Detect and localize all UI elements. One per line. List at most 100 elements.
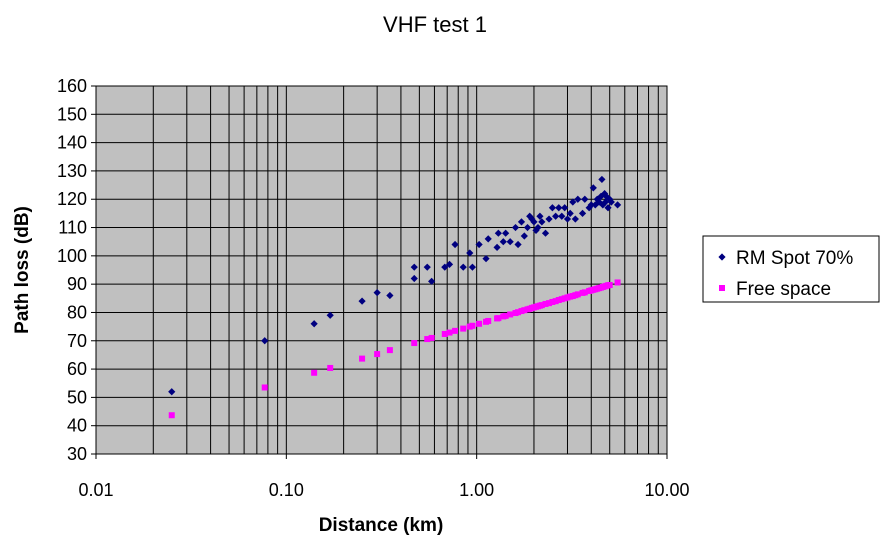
data-point-diamond <box>613 201 622 209</box>
y-tick-label: 50 <box>67 387 87 407</box>
data-point-square <box>574 291 581 298</box>
data-point-diamond <box>168 388 176 396</box>
data-point-diamond <box>494 229 502 237</box>
series-1 <box>168 175 622 396</box>
data-point-diamond <box>541 229 550 237</box>
data-point-diamond <box>520 232 528 240</box>
data-point-diamond <box>358 297 366 305</box>
legend-box <box>702 235 880 303</box>
data-point-diamond <box>595 198 603 206</box>
data-point-diamond <box>534 223 542 232</box>
data-point-diamond <box>561 204 569 212</box>
data-point-diamond <box>566 209 574 217</box>
data-marks <box>168 175 622 419</box>
data-point-diamond <box>545 215 553 223</box>
y-tick-label: 110 <box>58 218 87 238</box>
data-point-square <box>606 282 613 289</box>
data-point-diamond <box>578 209 587 217</box>
x-tick-label: 10.00 <box>644 480 689 500</box>
data-point-square <box>311 369 318 376</box>
y-tick-label: 80 <box>67 302 87 322</box>
data-point-diamond <box>386 291 394 300</box>
data-point-diamond <box>517 218 526 226</box>
y-tick-label: 120 <box>57 189 87 209</box>
data-point-diamond <box>475 240 483 249</box>
legend-marker-diamond <box>718 253 726 261</box>
y-tick-label: 130 <box>57 161 87 181</box>
data-point-diamond <box>484 235 492 243</box>
data-point-diamond <box>536 212 544 220</box>
data-point-diamond <box>585 204 593 212</box>
data-point-diamond <box>428 277 436 285</box>
data-point-square <box>495 315 502 322</box>
y-tick-label: 140 <box>57 133 87 153</box>
data-point-diamond <box>593 195 601 203</box>
data-point-square <box>327 364 334 371</box>
data-point-square <box>507 311 514 318</box>
data-point-square <box>521 307 528 314</box>
data-point-square <box>555 297 562 304</box>
data-point-square <box>546 300 553 307</box>
data-point-diamond <box>530 218 538 226</box>
data-point-diamond <box>410 263 418 271</box>
data-point-square <box>168 412 175 419</box>
data-point-diamond <box>482 255 490 263</box>
data-point-diamond <box>607 198 615 206</box>
x-tick-label: 0.10 <box>269 480 304 500</box>
data-point-diamond <box>499 238 507 246</box>
data-point-diamond <box>326 311 334 319</box>
data-point-diamond <box>601 198 610 206</box>
legend: RM Spot 70% Free space <box>702 235 880 303</box>
y-tick-label: 100 <box>57 246 87 266</box>
data-point-square <box>469 322 476 329</box>
legend-label: Free space <box>736 279 831 300</box>
data-point-diamond <box>571 215 579 223</box>
data-point-square <box>460 325 467 332</box>
data-point-square <box>411 340 418 347</box>
data-point-square <box>552 298 559 305</box>
data-point-diamond <box>587 201 595 209</box>
data-point-diamond <box>598 175 606 184</box>
data-point-square <box>374 351 381 358</box>
data-point-diamond <box>552 212 560 220</box>
y-tick-label: 160 <box>57 76 87 96</box>
y-axis-title: Path loss (dB) <box>12 206 33 334</box>
data-point-diamond <box>569 198 577 206</box>
x-tick-label: 0.01 <box>78 480 113 500</box>
series-2 <box>168 279 621 419</box>
data-point-square <box>441 330 448 337</box>
plot-background <box>96 86 667 454</box>
data-point-diamond <box>563 215 572 223</box>
x-tick-label: 1.00 <box>459 480 494 500</box>
data-point-diamond <box>523 223 532 232</box>
data-point-square <box>538 302 545 309</box>
data-point-diamond <box>511 223 520 232</box>
legend-marker-square <box>719 285 725 291</box>
data-point-diamond <box>459 263 467 271</box>
y-tick-label: 70 <box>67 331 87 351</box>
x-axis-ticks: 0.01 0.10 1.00 10.00 <box>78 454 690 500</box>
data-point-diamond <box>441 263 449 271</box>
data-point-diamond <box>373 289 381 297</box>
chart-title: VHF test 1 <box>383 12 487 37</box>
plot-frame <box>95 85 668 455</box>
y-tick-label: 150 <box>57 104 87 124</box>
data-point-square <box>515 309 522 316</box>
legend-label: RM Spot 70% <box>736 248 853 269</box>
data-point-square <box>502 312 509 319</box>
data-point-diamond <box>445 260 454 268</box>
data-point-square <box>386 347 393 354</box>
data-point-square <box>428 334 435 341</box>
data-point-square <box>446 329 453 336</box>
data-point-diamond <box>451 240 459 249</box>
y-axis-ticks: 30 40 50 60 70 80 90 100 110 120 130 140 150 160 <box>57 76 96 464</box>
data-point-square <box>485 317 492 324</box>
data-point-square <box>261 384 268 391</box>
plot-area <box>95 85 668 455</box>
data-point-diamond <box>574 195 582 203</box>
data-point-diamond <box>502 229 510 237</box>
data-point-diamond <box>548 204 557 212</box>
data-point-diamond <box>581 195 589 203</box>
data-point-square <box>476 320 483 327</box>
